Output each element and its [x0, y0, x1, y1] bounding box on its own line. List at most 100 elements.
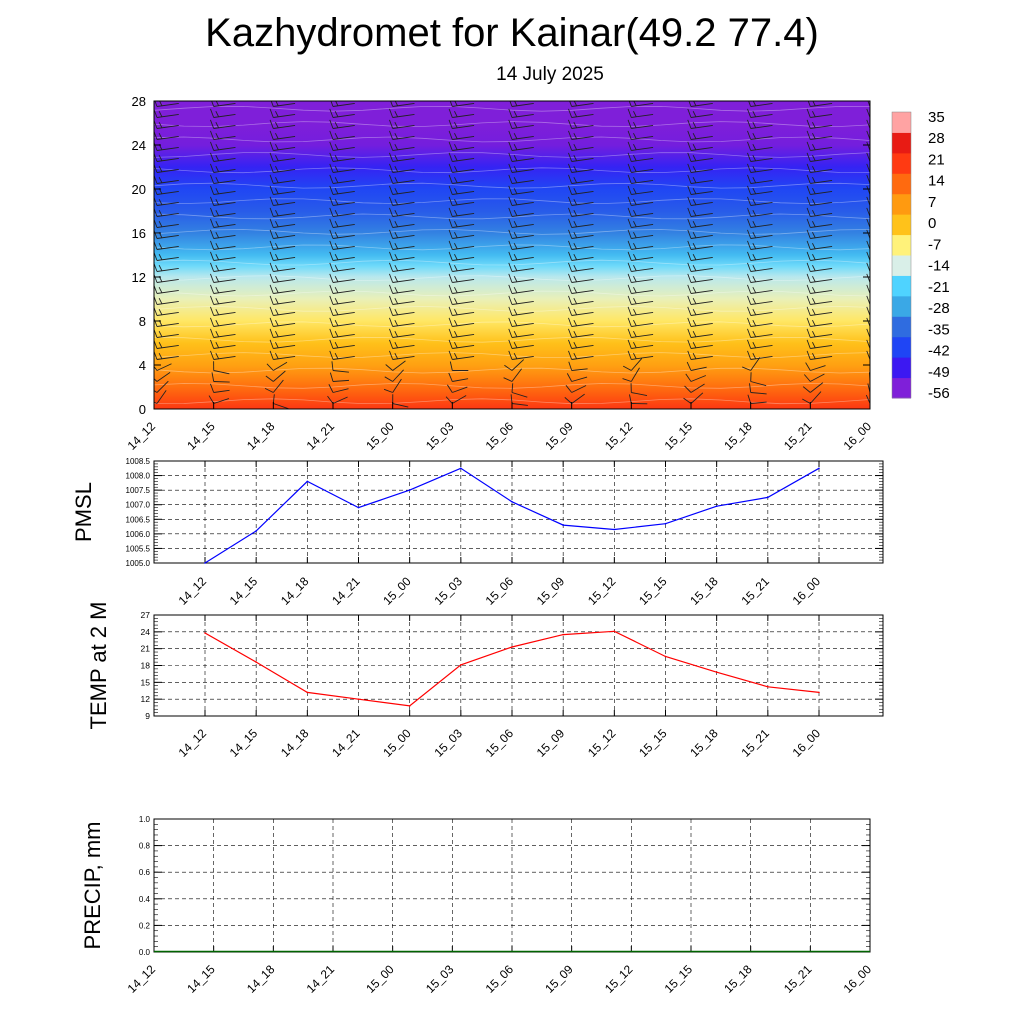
- wind-barb: [329, 284, 355, 294]
- wind-barb: [747, 229, 773, 239]
- wind-barb: [627, 196, 654, 206]
- wind-barb: [627, 273, 654, 283]
- wind-barb: [269, 130, 296, 140]
- wind-barb: [747, 185, 773, 195]
- data-point: [306, 691, 309, 694]
- wind-barb: [448, 350, 475, 360]
- wind-barb: [687, 262, 713, 272]
- wind-barb: [448, 317, 475, 327]
- wind-barb: [806, 306, 833, 316]
- y-tick-label: 18: [141, 661, 151, 671]
- wind-barb: [747, 339, 773, 349]
- wind-barb: [747, 108, 773, 118]
- wind-barb: [806, 119, 833, 129]
- wind-barb: [269, 141, 296, 151]
- colorbar-segment: [892, 336, 911, 358]
- wind-barb: [747, 141, 773, 151]
- wind-barb: [264, 379, 284, 393]
- y-tick-label: 12: [141, 694, 151, 704]
- wind-barb: [508, 284, 534, 294]
- x-tick-label: 15_21: [781, 419, 815, 453]
- wind-barb: [448, 284, 475, 294]
- wind-barb: [749, 383, 767, 395]
- colorbar-label: -42: [928, 343, 950, 360]
- wind-barb: [806, 350, 833, 360]
- wind-barb: [568, 196, 594, 206]
- wind-barb: [389, 130, 415, 140]
- y-axis-label: PMSL: [71, 482, 96, 542]
- wind-barb: [508, 339, 534, 349]
- wind-barb: [866, 163, 870, 173]
- wind-barb: [329, 306, 355, 316]
- x-tick-label: 15_15: [662, 419, 696, 453]
- wind-barb: [687, 295, 713, 305]
- x-tick-label: 15_21: [738, 574, 772, 608]
- x-tick-label: 15_18: [721, 419, 755, 453]
- wind-barb: [329, 328, 355, 338]
- data-point: [562, 633, 564, 636]
- wind-barb: [508, 152, 534, 162]
- wind-barb: [747, 328, 773, 338]
- temperature-field: [154, 101, 870, 409]
- wind-barb: [687, 163, 713, 173]
- x-tick-label: 14_15: [227, 574, 261, 608]
- wind-barb: [329, 119, 355, 129]
- contour-line: [154, 305, 870, 312]
- wind-barb: [389, 185, 415, 195]
- wind-barb: [508, 317, 534, 327]
- wind-barb: [568, 350, 594, 360]
- wind-barb: [806, 328, 833, 338]
- wind-barb: [329, 372, 349, 382]
- wind-barb: [568, 328, 594, 338]
- y-tick-label: 24: [141, 627, 151, 637]
- y-tick-label: 9: [145, 711, 150, 721]
- wind-barb: [806, 207, 833, 217]
- wind-barb: [448, 339, 475, 349]
- wind-barb: [806, 240, 833, 250]
- contour-line: [154, 336, 870, 343]
- wind-barb: [504, 359, 525, 371]
- x-tick-label: 15_12: [585, 726, 619, 760]
- wind-barb: [269, 207, 296, 217]
- wind-barb: [568, 273, 594, 283]
- wind-barb: [154, 390, 167, 404]
- wind-barb: [747, 306, 773, 316]
- wind-barb: [627, 328, 654, 338]
- x-tick-label: 14_18: [278, 726, 312, 760]
- y-tick-label: 15: [141, 677, 151, 687]
- wind-barb: [210, 174, 236, 184]
- wind-barb: [211, 372, 230, 383]
- wind-barb: [508, 350, 534, 360]
- contour-line: [154, 198, 870, 205]
- wind-barb: [568, 284, 594, 294]
- wind-barb: [568, 306, 594, 316]
- wind-barb: [802, 382, 824, 393]
- wind-barb: [448, 141, 475, 151]
- y-axis-label: TEMP at 2 M: [86, 602, 111, 730]
- wind-barb: [508, 229, 534, 239]
- wind-barb: [269, 350, 296, 360]
- x-tick-label: 15_03: [431, 574, 465, 608]
- y-tick-label: 0.6: [139, 868, 151, 877]
- wind-barb: [389, 262, 415, 272]
- colorbar-label: -14: [928, 258, 950, 275]
- wind-barb: [627, 141, 654, 151]
- wind-barb: [627, 163, 654, 173]
- wind-barb: [383, 378, 402, 393]
- wind-barb: [630, 383, 648, 396]
- contour-line: [154, 121, 870, 127]
- wind-barb: [389, 328, 415, 338]
- wind-barb: [389, 174, 415, 184]
- x-tick-label: 14_12: [125, 962, 159, 996]
- wind-barb: [747, 240, 773, 250]
- wind-barb: [154, 380, 169, 393]
- wind-barb: [806, 317, 833, 327]
- x-tick-label: 15_06: [483, 574, 517, 608]
- wind-barb: [687, 152, 713, 162]
- colorbar-segment: [892, 295, 911, 317]
- wind-barb: [508, 141, 534, 151]
- wind-barb: [329, 174, 355, 184]
- wind-barb: [210, 141, 236, 151]
- wind-barb: [503, 368, 522, 382]
- colorbar: 35 28 21 14 7 0 -7 -14 -21 -28 -35 -42 -49 -56: [891, 109, 950, 402]
